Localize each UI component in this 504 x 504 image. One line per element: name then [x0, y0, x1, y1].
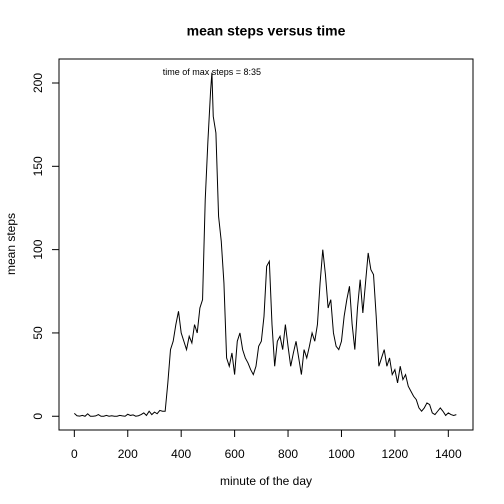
- y-tick-label: 100: [31, 239, 45, 259]
- data-line: [74, 72, 457, 417]
- x-tick-label: 0: [71, 447, 78, 461]
- x-tick-label: 400: [171, 447, 191, 461]
- x-axis-label: minute of the day: [220, 474, 312, 488]
- x-tick-label: 1200: [382, 447, 409, 461]
- x-tick-label: 1400: [435, 447, 462, 461]
- plot-box: [58, 58, 474, 431]
- x-tick-label: 600: [225, 447, 245, 461]
- chart-title: mean steps versus time: [187, 23, 346, 39]
- annotation: time of max steps = 8:35: [163, 67, 261, 77]
- y-tick-label: 150: [31, 156, 45, 176]
- y-tick-label: 200: [31, 73, 45, 93]
- x-tick-label: 800: [278, 447, 298, 461]
- y-tick-label: 0: [31, 413, 45, 420]
- y-axis-label: mean steps: [4, 213, 18, 275]
- x-tick-label: 1000: [328, 447, 355, 461]
- x-tick-label: 200: [118, 447, 138, 461]
- y-tick-label: 50: [31, 326, 45, 340]
